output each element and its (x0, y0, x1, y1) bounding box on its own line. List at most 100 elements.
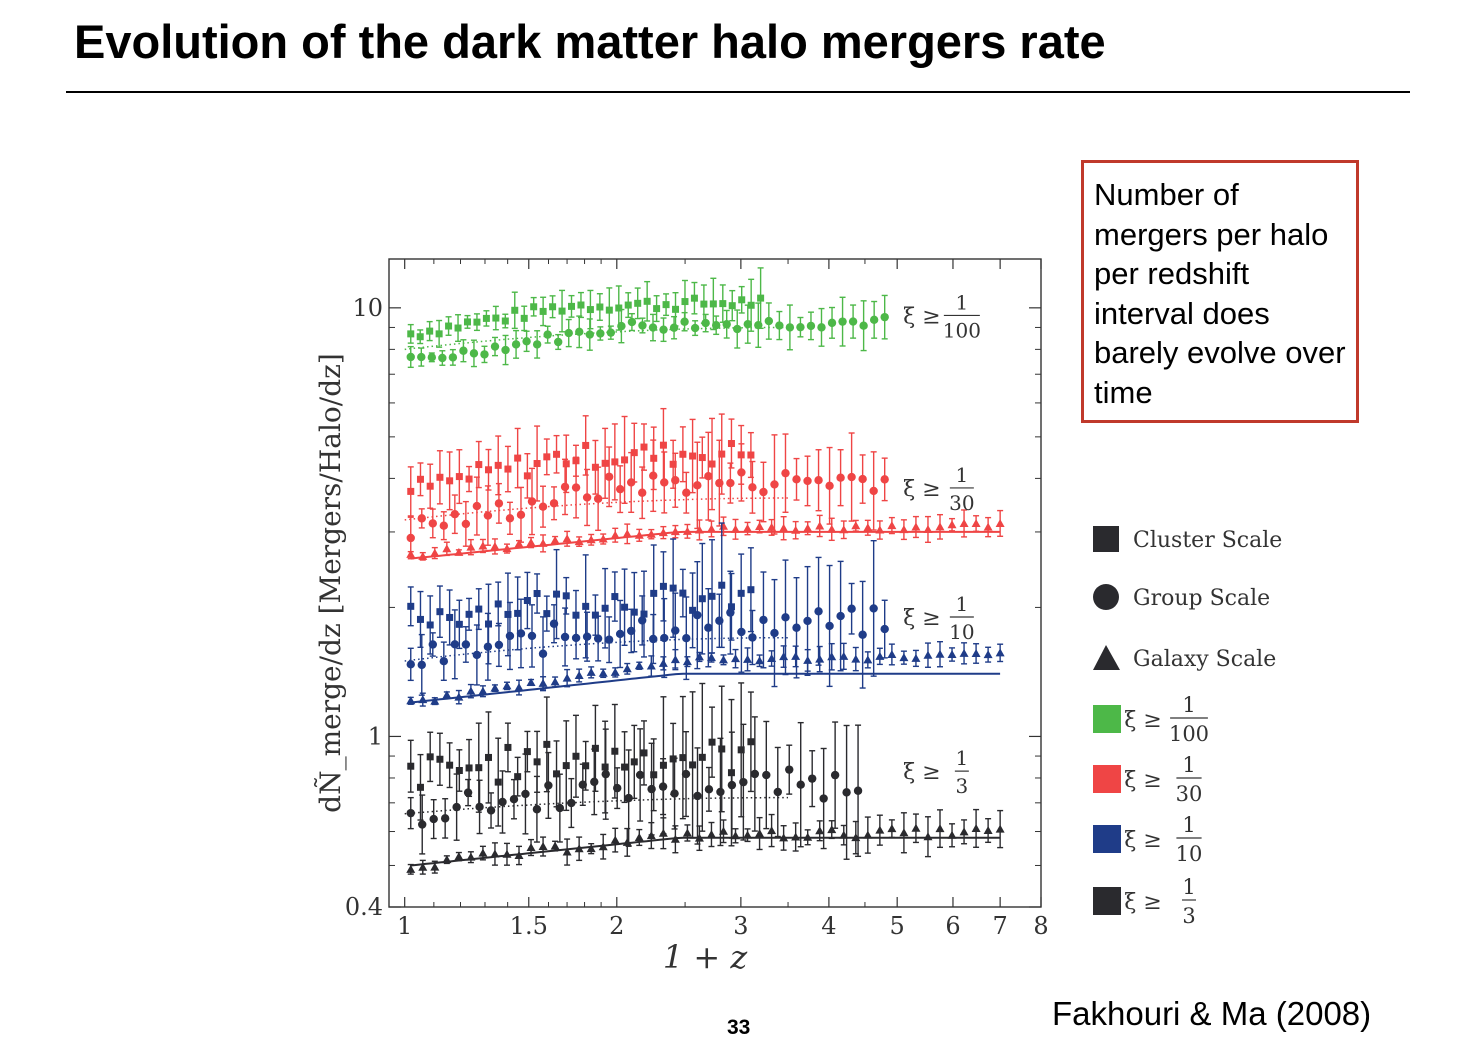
group-point (858, 630, 867, 639)
group-point (511, 340, 521, 349)
x-tick-label: 6 (945, 912, 960, 940)
galaxy-point (899, 828, 909, 837)
group-point (483, 511, 493, 520)
dotted-fit-line (404, 326, 789, 351)
group-point (544, 781, 553, 790)
legend-threshold-fraction: 130 (1176, 753, 1203, 806)
galaxy-point (466, 542, 476, 551)
group-point (417, 660, 426, 670)
group-point (814, 607, 823, 616)
cluster-point (727, 603, 735, 611)
cluster-point (615, 304, 623, 312)
galaxy-point (863, 523, 873, 532)
galaxy-point (658, 828, 668, 837)
cluster-point (494, 461, 502, 469)
group-point (819, 794, 828, 803)
group-point (737, 468, 746, 477)
galaxy-point (598, 842, 608, 851)
cluster-point (523, 597, 531, 605)
galaxy-point (779, 652, 789, 661)
galaxy-point (682, 657, 692, 666)
cluster-point (605, 306, 613, 314)
galaxy-point (875, 825, 885, 834)
group-point (764, 316, 774, 326)
group-point (711, 321, 721, 330)
cluster-point (747, 586, 755, 594)
cluster-point (630, 758, 638, 766)
cluster-point (416, 783, 424, 791)
galaxy-point (454, 692, 464, 701)
group-point (626, 626, 636, 636)
group-point (838, 317, 847, 326)
galaxy-point (598, 534, 608, 543)
group-point (770, 628, 779, 638)
group-point (521, 789, 530, 799)
cluster-point (504, 743, 512, 751)
group-point (516, 629, 526, 638)
cluster-point (698, 454, 706, 462)
group-point (825, 621, 834, 631)
cluster-point (553, 770, 561, 778)
galaxy-point (791, 525, 801, 534)
cluster-point (533, 758, 541, 766)
group-point (869, 604, 878, 613)
group-point (428, 640, 437, 649)
galaxy-point (502, 544, 512, 553)
y-tick-label: 0.4 (345, 893, 383, 921)
galaxy-point (670, 527, 680, 536)
galaxy-point (791, 651, 801, 660)
cluster-point (572, 611, 580, 619)
cluster-point (630, 449, 638, 457)
cluster-point (679, 754, 687, 762)
galaxy-point (971, 823, 981, 832)
cluster-point (650, 589, 658, 597)
group-point (880, 475, 889, 484)
galaxy-point (406, 696, 416, 705)
group-point (428, 519, 437, 528)
cluster-point (553, 450, 561, 458)
group-point (658, 782, 668, 791)
galaxy-point (694, 525, 704, 534)
galaxy-point (418, 862, 428, 871)
cluster-point (698, 753, 706, 761)
title-divider (66, 91, 1410, 93)
cluster-point (640, 749, 648, 757)
group-point (806, 321, 816, 331)
galaxy-point (682, 828, 692, 837)
group-point (759, 487, 768, 497)
group-point (880, 312, 889, 322)
galaxy-point (646, 831, 656, 840)
galaxy-point (767, 826, 777, 835)
galaxy-point (911, 823, 921, 832)
cluster-point (501, 317, 509, 325)
group-point (604, 472, 614, 481)
group-point (604, 635, 614, 644)
galaxy-point (586, 535, 596, 544)
group-point (472, 501, 482, 511)
galaxy-point (803, 523, 813, 532)
group-point (613, 783, 622, 793)
galaxy-point (971, 648, 981, 657)
cluster-point (465, 475, 473, 483)
cluster-point (659, 582, 667, 590)
galaxy-point (911, 653, 921, 662)
cluster-point (572, 752, 580, 760)
group-point (859, 321, 868, 330)
cluster-point (473, 318, 481, 326)
cluster-point (601, 459, 609, 467)
cluster-point (523, 472, 531, 480)
series-threshold-fraction: 110 (949, 592, 974, 644)
galaxy-point (574, 844, 584, 853)
group-point (836, 473, 845, 482)
group-point (543, 330, 552, 339)
group-point (463, 788, 473, 797)
cluster-point (582, 762, 590, 770)
legend-threshold-fraction-numerator: 1 (1182, 753, 1195, 777)
group-point (554, 337, 563, 347)
cluster-point (643, 297, 651, 305)
cluster-point (718, 450, 726, 458)
group-point (575, 327, 584, 337)
group-point (669, 323, 679, 332)
series-threshold-fraction-denominator: 100 (943, 318, 981, 342)
galaxy-point (658, 658, 668, 667)
